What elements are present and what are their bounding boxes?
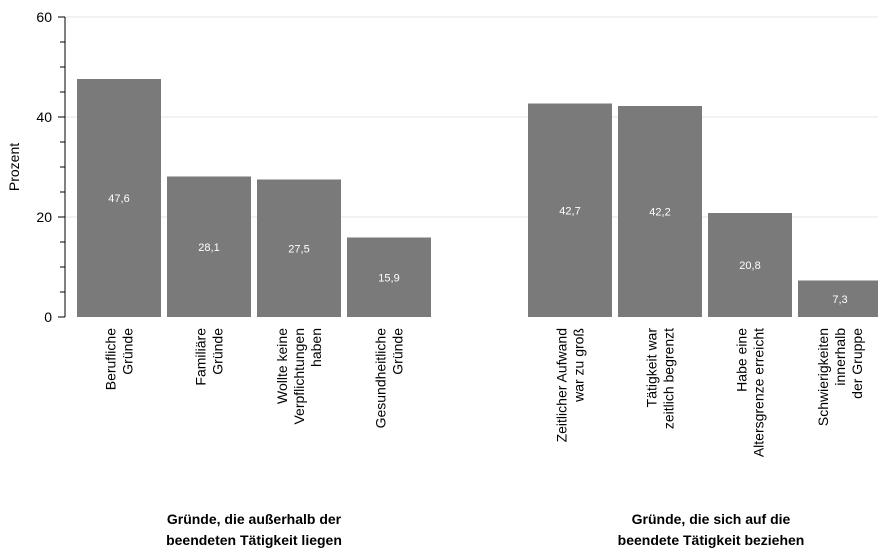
bar — [618, 106, 702, 317]
y-axis-label: Prozent — [6, 143, 22, 191]
y-tick-label: 20 — [36, 209, 52, 225]
bar — [708, 213, 792, 317]
x-category-label-line: Gründe — [210, 328, 226, 375]
bar-value-label: 42,7 — [559, 205, 580, 217]
bar — [167, 176, 251, 317]
x-category-label: Berufliche Gründe — [103, 328, 136, 390]
x-category-label-line: war zu groß — [571, 328, 587, 403]
bar-value-label: 15,9 — [378, 272, 399, 284]
x-category-label-line: Zeitlicher Aufwand — [554, 328, 570, 442]
x-category-label-line: Gesundheitliche — [373, 328, 389, 429]
x-category-label-line: haben — [308, 328, 324, 367]
x-category-label-line: Gründe — [120, 328, 136, 375]
bar — [257, 179, 341, 317]
x-category-label-line: Schwierigkeiten — [815, 328, 831, 426]
y-tick-label: 60 — [36, 9, 52, 25]
y-tick-label: 0 — [44, 309, 52, 325]
x-category-label-line: Gründe — [390, 328, 406, 375]
bar-value-label: 42,2 — [649, 207, 670, 219]
group-label-line: beendete Tätigkeit beziehen — [617, 532, 805, 548]
group-label-line: Gründe, die sich auf die — [631, 511, 791, 527]
bar — [798, 280, 878, 317]
x-category-label: Tätigkeit war zeitlich begrenzt — [644, 328, 677, 430]
bar-value-label: 27,5 — [288, 243, 309, 255]
x-category-label-line: Habe eine — [734, 328, 750, 392]
x-category-label: Zeitlicher Aufwand war zu groß — [554, 328, 587, 442]
x-category-label-line: Familiäre — [193, 328, 209, 386]
x-category-label: Familiäre Gründe — [193, 328, 226, 386]
x-category-label-line: zeitlich begrenzt — [661, 328, 677, 429]
group-label-line: beendeten Tätigkeit liegen — [166, 532, 342, 548]
bar — [347, 237, 431, 317]
x-category-label: Habe eine Altersgrenze erreicht — [734, 328, 767, 457]
bar — [77, 79, 161, 317]
group-label-activity: Gründe, die sich auf die beendete Tätigk… — [561, 509, 861, 551]
x-category-label-line: Tätigkeit war — [644, 328, 660, 408]
bar-value-label: 28,1 — [198, 242, 219, 254]
bar-value-label: 20,8 — [739, 260, 760, 272]
bar — [528, 103, 612, 317]
x-category-label: Gesundheitliche Gründe — [373, 328, 406, 429]
group-label-external: Gründe, die außerhalb der beendeten Täti… — [104, 509, 404, 551]
x-category-label-line: Berufliche — [103, 328, 119, 390]
x-category-label-line: Verpflichtungen — [291, 328, 307, 425]
x-category-label: Wollte keine Verpflichtungen haben — [274, 328, 324, 425]
x-category-label: Schwierigkeiten innerhalb der Gruppe — [815, 328, 865, 426]
bar-value-label: 47,6 — [108, 193, 129, 205]
group-label-line: Gründe, die außerhalb der — [166, 511, 342, 527]
x-category-label-line: Altersgrenze erreicht — [751, 328, 767, 457]
x-category-label-line: innerhalb — [832, 328, 848, 386]
x-category-label-line: Wollte keine — [274, 328, 290, 404]
x-category-label-line: der Gruppe — [849, 328, 865, 399]
bar-value-label: 7,3 — [832, 294, 847, 306]
y-tick-label: 40 — [36, 109, 52, 125]
